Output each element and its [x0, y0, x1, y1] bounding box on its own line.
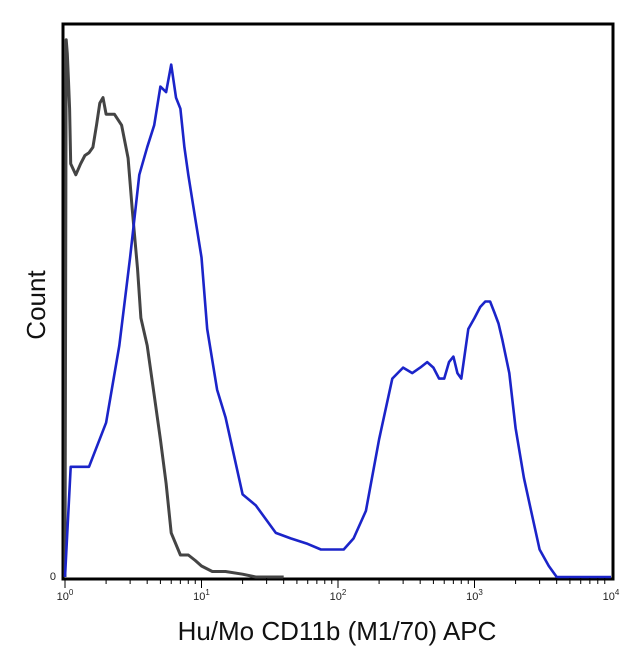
series-line-blue — [63, 63, 611, 579]
x-axis-ticks: 100 101 102 103 104 — [57, 578, 620, 603]
y-axis-ticks: 0 — [50, 571, 56, 583]
y-tick-label: 0 — [50, 571, 56, 583]
x-tick-label: 104 — [603, 588, 620, 603]
x-tick-label: 100 — [57, 588, 74, 603]
y-axis-label: Count — [21, 270, 51, 340]
plot-frame — [61, 22, 615, 581]
series-layer — [63, 38, 611, 579]
x-tick-label: 103 — [466, 588, 483, 603]
x-tick-label: 101 — [193, 588, 210, 603]
x-axis-label: Hu/Mo CD11b (M1/70) APC — [178, 616, 497, 646]
x-tick-label: 102 — [330, 588, 347, 603]
series-line-gray — [63, 38, 284, 579]
